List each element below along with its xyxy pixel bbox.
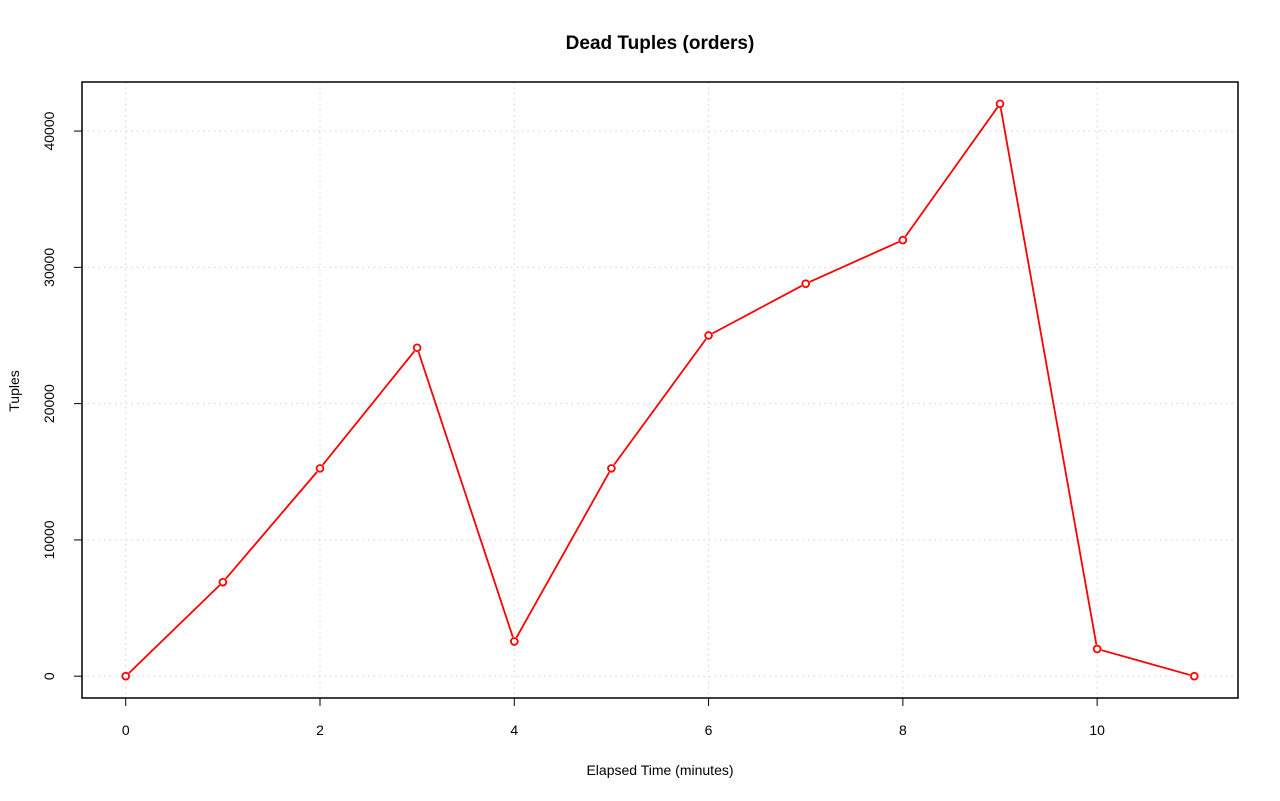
x-axis-label: Elapsed Time (minutes) [586,762,733,778]
data-point [607,464,616,473]
x-tick-label: 2 [316,722,324,738]
data-point [412,343,422,353]
data-point [121,671,131,681]
series-layer [121,99,1199,681]
plot-frame [81,81,1239,699]
series-line [125,102,1195,678]
data-point [1189,671,1199,681]
y-tick-label: 20000 [41,384,57,423]
data-point [704,331,713,340]
x-tick-label: 6 [705,722,713,738]
data-point [315,464,325,473]
data-point [801,279,811,288]
y-tick-label: 30000 [41,248,57,287]
axis-layer: 0 2 4 6 8 10 0 10000 20000 30000 40000 [41,111,1105,738]
data-point [509,637,519,646]
y-tick-label: 0 [41,672,57,680]
x-tick-label: 10 [1089,722,1105,738]
data-point [995,99,1005,109]
y-axis-label: Tuples [6,370,22,412]
y-tick-label: 40000 [41,111,57,150]
data-point [1092,644,1102,654]
chart-title: Dead Tuples (orders) [566,33,755,54]
x-tick-label: 8 [899,722,907,738]
data-point [898,235,908,245]
y-tick-label: 10000 [41,520,57,559]
x-tick-label: 0 [122,722,130,738]
grid-layer [82,82,1238,698]
x-tick-label: 4 [510,722,518,738]
data-point [218,577,228,587]
